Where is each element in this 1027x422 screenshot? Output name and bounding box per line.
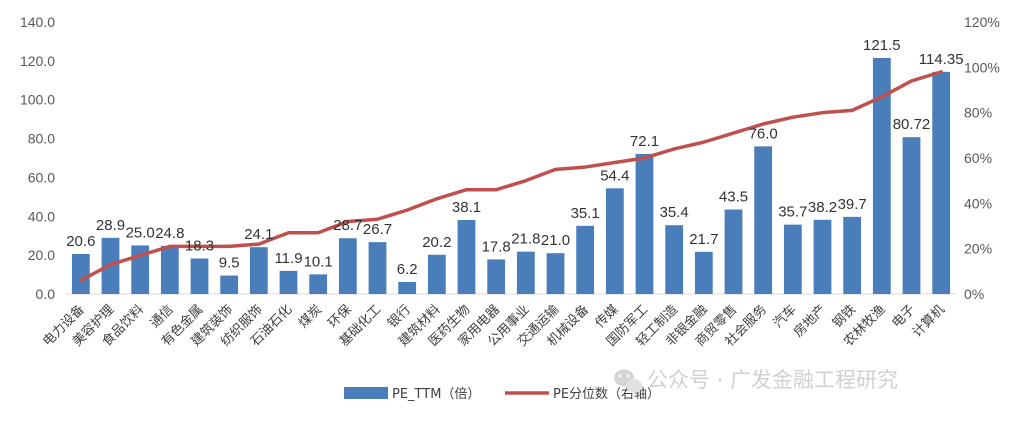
left-tick-label: 120.0 xyxy=(20,53,55,69)
bar-value-label: 72.1 xyxy=(630,133,659,150)
bar-value-label: 35.4 xyxy=(660,204,689,221)
bar xyxy=(160,245,179,294)
right-tick-label: 40% xyxy=(964,195,992,211)
bar xyxy=(843,216,862,294)
bar-value-label: 18.3 xyxy=(185,237,214,254)
bar-value-label: 24.8 xyxy=(155,225,184,242)
wechat-icon xyxy=(614,369,642,393)
bar xyxy=(813,219,832,294)
right-tick-label: 120% xyxy=(964,14,1000,30)
bar-value-label: 114.35 xyxy=(919,51,964,68)
right-axis-ticks: 0% 20% 40% 60% 80% 100% 120% xyxy=(964,14,1000,302)
watermark: 公众号 · 广发金融工程研究 xyxy=(614,368,898,393)
bar-value-label: 10.1 xyxy=(304,253,333,270)
left-tick-label: 100.0 xyxy=(20,92,55,108)
bar xyxy=(249,247,268,294)
right-tick-label: 80% xyxy=(964,105,992,121)
bar-value-label: 38.1 xyxy=(452,199,481,216)
bar-value-label: 39.7 xyxy=(838,196,867,213)
bar-value-label: 121.5 xyxy=(863,37,901,54)
bar-value-label: 35.7 xyxy=(778,204,807,221)
bar-value-label: 9.5 xyxy=(219,255,240,272)
bar-value-label: 28.9 xyxy=(96,217,125,234)
bar-value-label: 26.7 xyxy=(363,221,392,238)
bar-value-label: 35.1 xyxy=(571,205,600,222)
bar-value-label: 25.0 xyxy=(126,224,155,241)
bar-series xyxy=(71,57,951,294)
bar-value-label: 20.2 xyxy=(422,234,451,251)
bar xyxy=(872,57,891,294)
left-tick-label: 0.0 xyxy=(36,286,56,302)
data-labels: 20.628.9 25.0 24.818.39.524.111.9 10.128.7 2… xyxy=(66,37,963,278)
category-label: 房地产 xyxy=(790,302,829,341)
bar xyxy=(338,238,357,294)
bar xyxy=(279,270,298,294)
left-tick-label: 20.0 xyxy=(28,247,55,263)
category-label: 煤炭 xyxy=(296,302,325,331)
bar-value-label: 21.0 xyxy=(541,232,570,249)
bar xyxy=(665,225,684,294)
bar xyxy=(724,209,743,294)
category-label: 计算机 xyxy=(910,302,948,340)
bar-value-label: 21.7 xyxy=(689,231,718,248)
bar-value-label: 11.9 xyxy=(274,250,302,267)
bar xyxy=(516,251,535,294)
bar xyxy=(190,258,209,294)
legend-bar-swatch xyxy=(344,387,388,399)
bar-value-label: 43.5 xyxy=(719,188,748,205)
right-tick-label: 20% xyxy=(964,241,992,257)
bar-value-label: 21.8 xyxy=(511,231,540,248)
bar xyxy=(398,281,417,294)
left-axis-ticks: 0.0 20.0 40.0 60.0 80.0 100.0 120.0 140.0 xyxy=(20,14,55,302)
bar xyxy=(546,253,565,294)
bar-value-label: 17.8 xyxy=(482,238,511,255)
percentile-line xyxy=(79,70,943,283)
bar-value-label: 20.6 xyxy=(66,233,95,250)
legend: PE_TTM（倍） PE分位数（右轴） xyxy=(344,387,660,402)
bar xyxy=(457,219,476,294)
bar xyxy=(427,254,446,294)
bar xyxy=(368,242,387,294)
bar-value-label: 28.7 xyxy=(333,217,362,234)
bar-value-label: 76.0 xyxy=(749,125,778,142)
bar-value-label: 6.2 xyxy=(397,261,418,278)
right-tick-label: 60% xyxy=(964,150,992,166)
bar-value-label: 38.2 xyxy=(808,199,837,216)
watermark-text: 公众号 · 广发金融工程研究 xyxy=(647,368,898,392)
bar xyxy=(576,225,595,294)
bar xyxy=(220,275,239,294)
right-tick-label: 0% xyxy=(964,286,984,302)
bar xyxy=(932,71,951,294)
left-tick-label: 60.0 xyxy=(28,169,55,185)
line-series xyxy=(79,70,943,283)
legend-line-label: PE分位数（右轴） xyxy=(553,387,660,402)
bar xyxy=(605,188,624,294)
bar xyxy=(309,274,328,294)
legend-bar-label: PE_TTM（倍） xyxy=(392,387,480,402)
bar-value-label: 80.72 xyxy=(893,116,931,133)
bar-value-label: 24.1 xyxy=(244,226,273,243)
bar xyxy=(902,137,921,294)
left-tick-label: 80.0 xyxy=(28,131,55,147)
bar xyxy=(635,153,654,294)
bar-value-label: 54.4 xyxy=(600,167,629,184)
right-tick-label: 100% xyxy=(964,59,1000,75)
bar xyxy=(783,224,802,294)
left-tick-label: 140.0 xyxy=(20,14,55,30)
bar xyxy=(487,259,506,294)
bar xyxy=(694,251,713,294)
bar xyxy=(71,253,90,294)
left-tick-label: 40.0 xyxy=(28,208,55,224)
bar xyxy=(754,146,773,294)
